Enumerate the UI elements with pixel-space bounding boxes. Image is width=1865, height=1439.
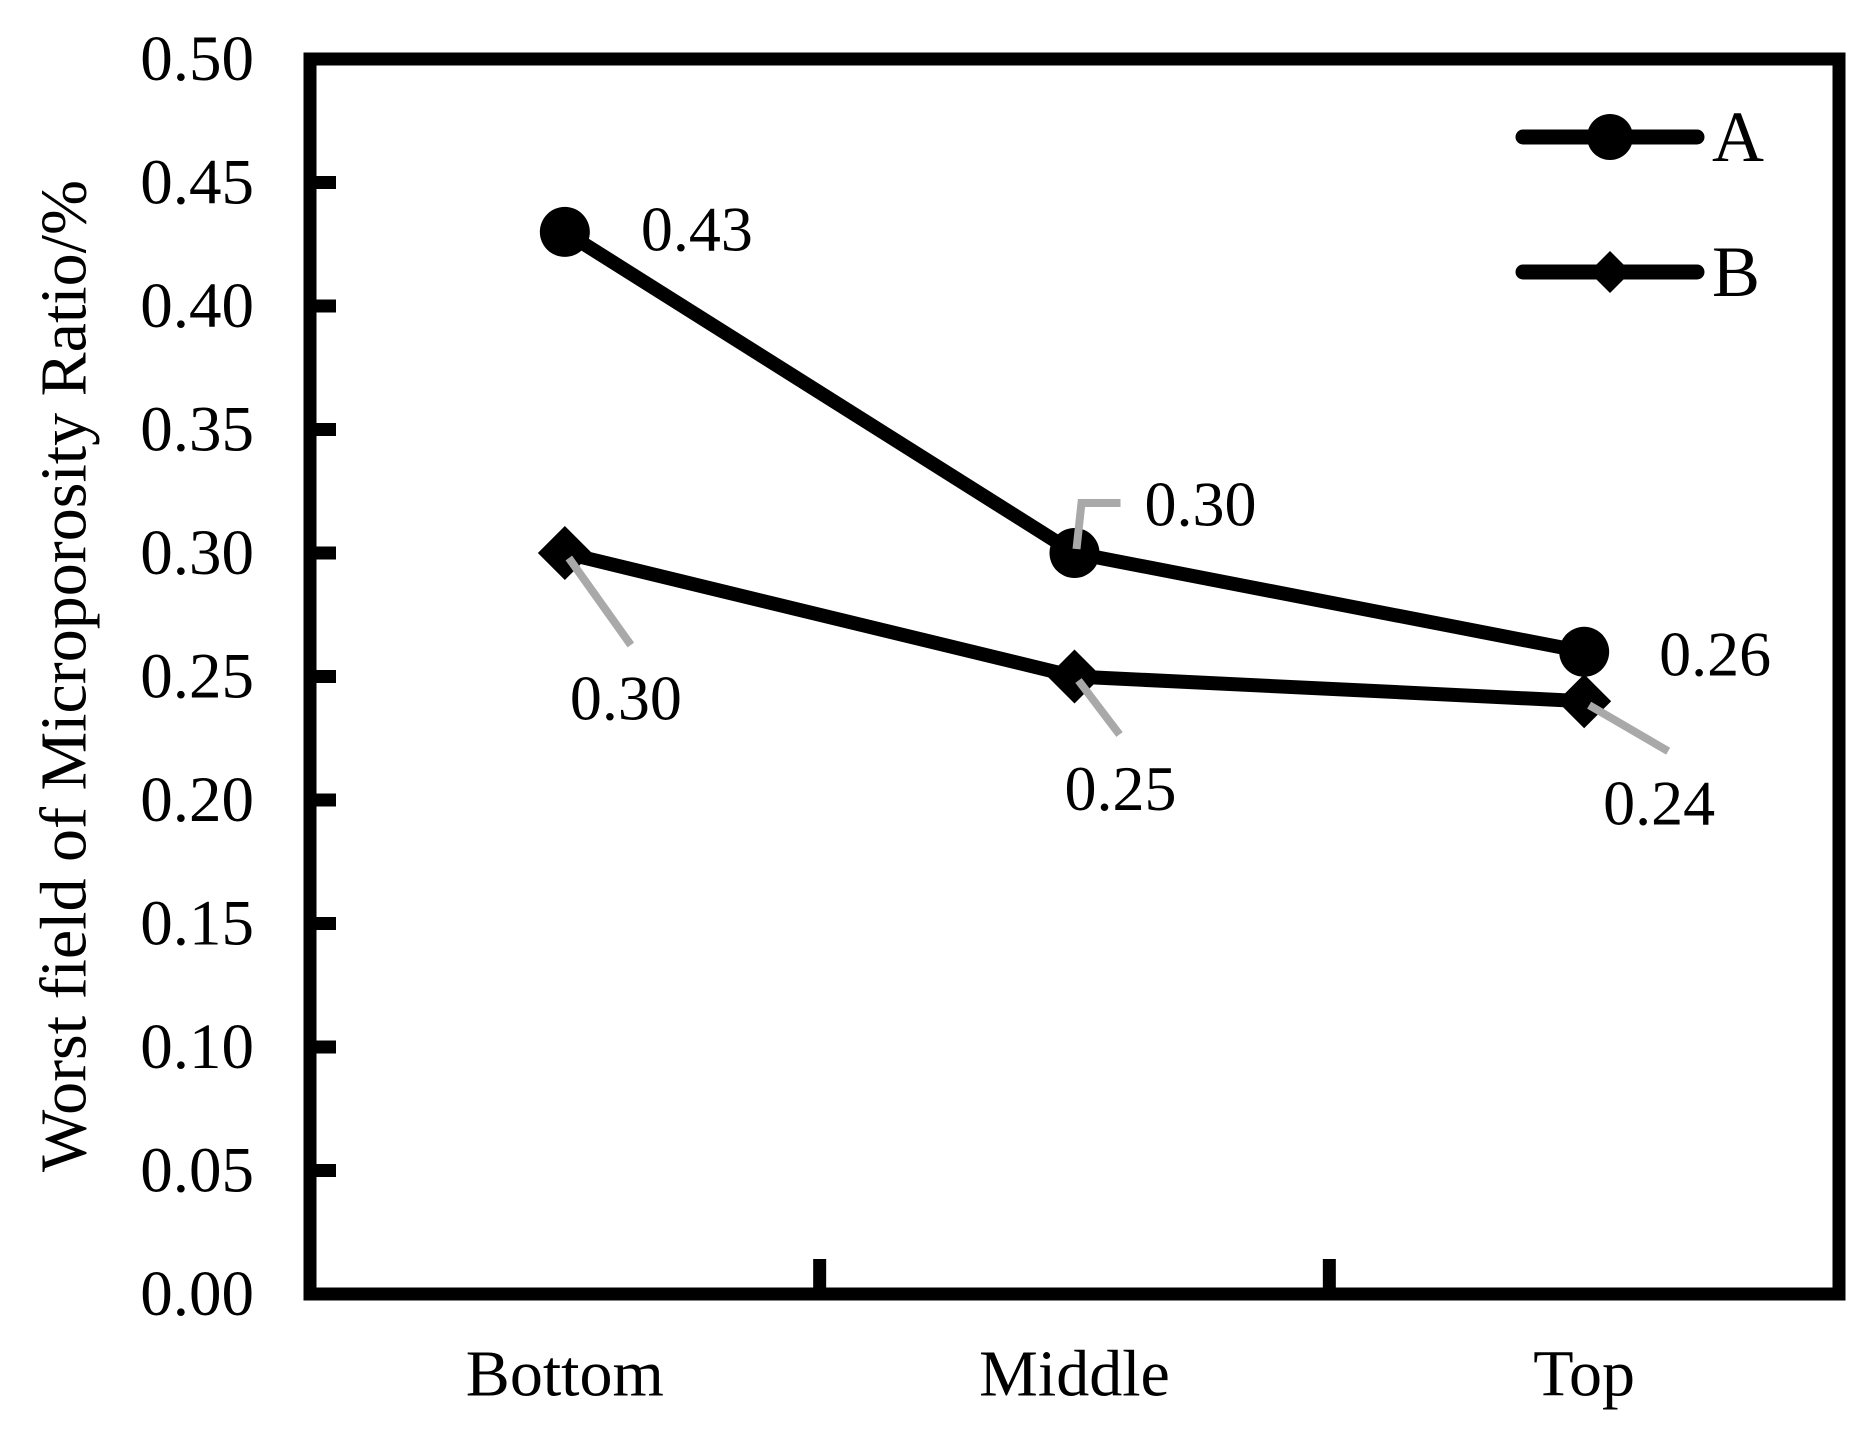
legend-marker-circle	[1587, 114, 1633, 160]
series-A-marker-circle	[539, 206, 590, 257]
data-label-leader-line	[1587, 701, 1671, 755]
y-axis-tick-label: 0.35	[140, 394, 254, 466]
y-axis-tick-label: 0.50	[140, 23, 254, 95]
legend-label-A: A	[1712, 97, 1764, 177]
data-label-leader-line	[565, 555, 635, 648]
y-axis-tick-label: 0.20	[140, 764, 254, 836]
data-label-leader-line	[1075, 678, 1123, 737]
data-label-A: 0.43	[641, 193, 753, 264]
data-label-A: 0.26	[1659, 618, 1771, 689]
y-axis-tick-label: 0.00	[140, 1258, 254, 1330]
data-label-B: 0.30	[570, 663, 682, 734]
data-label-A: 0.30	[1145, 469, 1257, 540]
x-axis-category-label: Middle	[979, 1338, 1170, 1411]
x-axis-category-label: Bottom	[466, 1338, 664, 1411]
data-label-leader-line	[1072, 499, 1121, 550]
legend-label-B: B	[1712, 232, 1760, 312]
data-label-B: 0.25	[1065, 753, 1177, 824]
y-axis-tick-label: 0.25	[140, 641, 254, 713]
data-label-B: 0.24	[1603, 768, 1715, 839]
legend-marker-diamond	[1589, 251, 1631, 293]
y-axis-title: Worst field of Microporosity Ratio/%	[28, 180, 101, 1172]
y-axis-tick-label: 0.40	[140, 270, 254, 342]
x-axis-category-label: Top	[1533, 1338, 1635, 1411]
series-A-marker-circle	[1049, 528, 1100, 578]
series-A-marker-circle	[1559, 626, 1610, 677]
y-axis-tick-label: 0.05	[140, 1135, 254, 1207]
y-axis-tick-label: 0.10	[140, 1011, 254, 1083]
y-axis-tick-label: 0.45	[140, 147, 254, 219]
y-axis-tick-label: 0.30	[140, 517, 254, 589]
y-axis-tick-label: 0.15	[140, 888, 254, 960]
